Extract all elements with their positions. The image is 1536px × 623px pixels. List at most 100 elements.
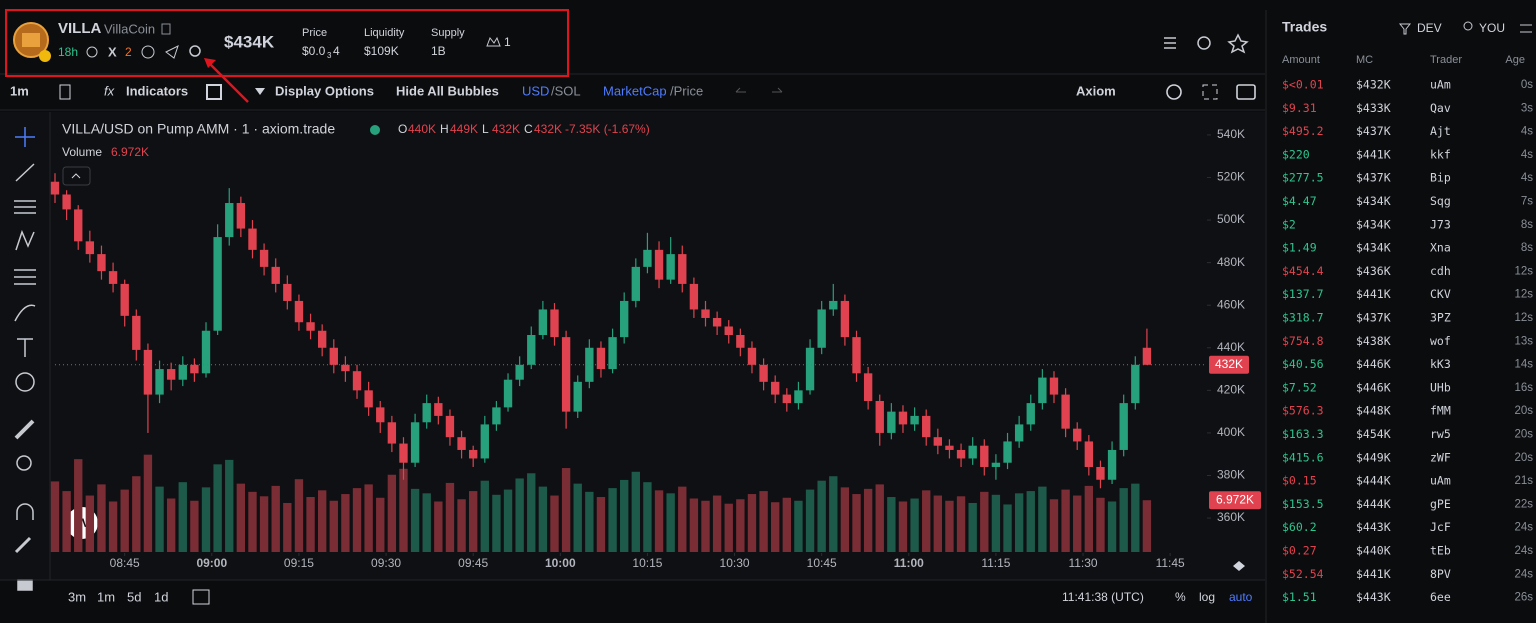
zoom-tool[interactable] [16,455,32,471]
goto-date-icon[interactable] [192,589,210,605]
redo-icon[interactable] [772,87,783,93]
volume-bar [108,501,118,552]
log-toggle[interactable]: log [1199,590,1215,604]
search-icon[interactable] [189,45,201,57]
link-icon[interactable] [86,46,98,58]
trade-trader[interactable]: kkf [1430,147,1451,161]
trade-trader[interactable]: fMM [1430,404,1451,418]
brush-tool[interactable] [14,304,36,322]
price-value: $0.0 [302,44,326,58]
trade-trader[interactable]: Qav [1430,101,1451,115]
fullscreen-icon[interactable] [1202,84,1218,100]
trade-trader[interactable]: uAm [1430,474,1451,488]
volume-bar [1049,499,1059,552]
trade-trader[interactable]: gPE [1430,497,1451,511]
trade-mc: $444K [1356,497,1391,511]
source[interactable]: Axiom [1076,83,1116,98]
share-icon[interactable] [1197,36,1211,50]
auto-toggle[interactable]: auto [1229,590,1253,604]
ruler-tool[interactable] [14,419,35,440]
trade-trader[interactable]: CKV [1430,287,1451,301]
swap-icon[interactable] [1520,24,1532,33]
telegram-icon[interactable] [165,45,179,59]
trade-trader[interactable]: JcF [1430,520,1451,534]
trade-age: 20s [1514,452,1533,464]
trade-trader[interactable]: Ajt [1430,124,1451,138]
you-filter[interactable]: YOU [1479,21,1505,35]
star-icon[interactable] [1227,33,1249,54]
candle-body [1131,364,1140,404]
trade-amount: $40.56 [1282,357,1324,371]
trade-trader[interactable]: cdh [1430,264,1451,278]
trade-trader[interactable]: UHb [1430,380,1451,394]
display-options[interactable]: Display Options [275,83,374,98]
trade-amount: $153.5 [1282,497,1324,511]
lock-draw-tool[interactable] [14,536,32,554]
fx-icon[interactable]: fx [104,83,115,98]
candle-body [1096,466,1105,480]
trade-trader[interactable]: 8PV [1430,567,1451,581]
volume-bar [933,495,943,552]
settings-icon[interactable] [1166,84,1182,100]
column-header: MC [1356,54,1373,66]
trendline-tool[interactable] [15,163,35,182]
list-icon[interactable] [1164,37,1176,49]
text-tool[interactable] [17,338,33,357]
candle-body [503,379,513,408]
range-button[interactable]: 1d [154,589,168,604]
volume-tag-label: 6.972K [1216,492,1254,506]
screenshot-icon[interactable] [1236,84,1256,100]
interval[interactable]: 1m [10,83,29,98]
undo-icon[interactable] [735,87,746,93]
candle-body [805,347,815,391]
lock-tool[interactable] [17,579,33,591]
website-icon[interactable] [141,45,155,59]
trade-trader[interactable]: wof [1430,334,1451,348]
trade-trader[interactable]: 6ee [1430,590,1451,604]
projection-tool[interactable] [14,269,36,285]
trade-trader[interactable]: rw5 [1430,427,1451,441]
scroll-icon[interactable] [1233,561,1245,571]
trade-amount: $163.3 [1282,427,1324,441]
trade-trader[interactable]: Sqg [1430,194,1451,208]
emoji-tool[interactable] [15,372,35,392]
mode-marketcap[interactable]: MarketCap [603,83,667,98]
mode-price[interactable]: /Price [670,83,703,98]
trade-trader[interactable]: kK3 [1430,357,1451,371]
range-button[interactable]: 3m [68,589,86,604]
dev-filter[interactable]: DEV [1417,21,1442,35]
trade-trader[interactable]: Bip [1430,171,1451,185]
hide-bubbles[interactable]: Hide All Bubbles [396,83,499,98]
currency-sol[interactable]: /SOL [551,83,581,98]
x-tick-label: 10:30 [720,556,750,570]
token-age: 18h [58,45,78,59]
currency-usd[interactable]: USD [522,83,549,98]
candle-body [1073,428,1082,442]
layout-icon[interactable] [206,84,222,100]
trade-trader[interactable]: zWF [1430,450,1451,464]
candle-type-icon[interactable] [59,84,71,100]
volume-bar [1003,504,1012,552]
token-name[interactable]: VillaCoin [104,21,155,36]
x-tick-label: 11:45 [1156,556,1185,570]
volume-bar [225,459,234,552]
y-tick-label: 460K [1217,297,1245,311]
x-icon[interactable]: X [108,44,117,59]
volume-bar [166,498,176,552]
copy-icon[interactable] [161,23,171,35]
trade-trader[interactable]: tEb [1430,544,1451,558]
range-button[interactable]: 1m [97,589,115,604]
fib-tool[interactable] [14,200,36,214]
trade-trader[interactable]: uAm [1430,78,1451,92]
trade-trader[interactable]: J73 [1430,217,1451,231]
trade-trader[interactable]: 3PZ [1430,311,1451,325]
collapse-button[interactable] [62,166,91,186]
indicators[interactable]: Indicators [126,83,188,98]
magnet-tool[interactable] [16,503,34,520]
percent-toggle[interactable]: % [1175,590,1186,604]
pattern-tool[interactable] [15,229,35,251]
range-button[interactable]: 5d [127,589,141,604]
crosshair-tool[interactable] [15,127,35,147]
filter-icon[interactable] [1398,23,1412,35]
trade-trader[interactable]: Xna [1430,241,1451,255]
